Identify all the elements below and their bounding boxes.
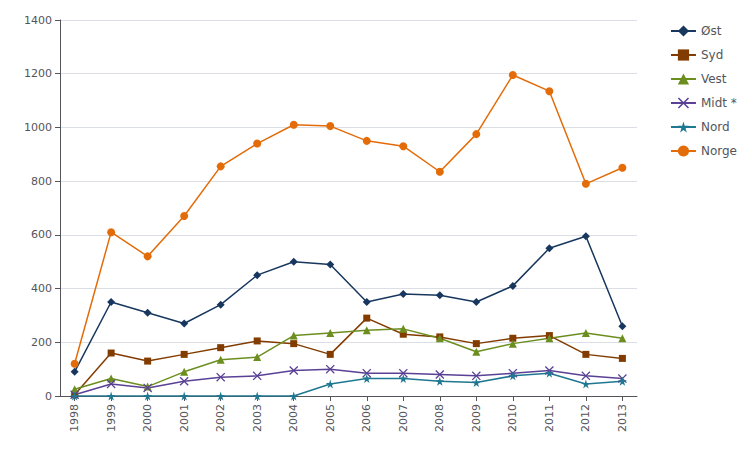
svg-text:2010: 2010	[506, 404, 519, 432]
svg-text:2007: 2007	[397, 404, 410, 432]
svg-text:2004: 2004	[287, 404, 300, 432]
svg-text:1400: 1400	[24, 14, 52, 27]
svg-text:2008: 2008	[433, 404, 446, 432]
svg-text:800: 800	[31, 175, 52, 188]
svg-text:Øst: Øst	[701, 24, 722, 38]
svg-text:1999: 1999	[105, 404, 118, 432]
svg-text:2000: 2000	[141, 404, 154, 432]
svg-text:2006: 2006	[360, 404, 373, 432]
svg-text:1200: 1200	[24, 67, 52, 80]
svg-text:2012: 2012	[579, 404, 592, 432]
svg-text:600: 600	[31, 228, 52, 241]
svg-text:1000: 1000	[24, 121, 52, 134]
svg-text:400: 400	[31, 282, 52, 295]
svg-text:2011: 2011	[543, 404, 556, 432]
svg-text:2003: 2003	[251, 404, 264, 432]
svg-text:0: 0	[45, 390, 52, 403]
svg-text:Syd: Syd	[701, 48, 723, 62]
svg-text:2002: 2002	[214, 404, 227, 432]
svg-text:2005: 2005	[324, 404, 337, 432]
svg-text:Vest: Vest	[701, 72, 727, 86]
svg-text:Norge: Norge	[701, 144, 737, 158]
svg-text:1998: 1998	[68, 404, 81, 432]
svg-text:2001: 2001	[178, 404, 191, 432]
svg-text:Nord: Nord	[701, 120, 730, 134]
svg-text:2013: 2013	[616, 404, 629, 432]
svg-text:200: 200	[31, 336, 52, 349]
svg-text:Midt *: Midt *	[701, 96, 737, 110]
svg-text:2009: 2009	[470, 404, 483, 432]
